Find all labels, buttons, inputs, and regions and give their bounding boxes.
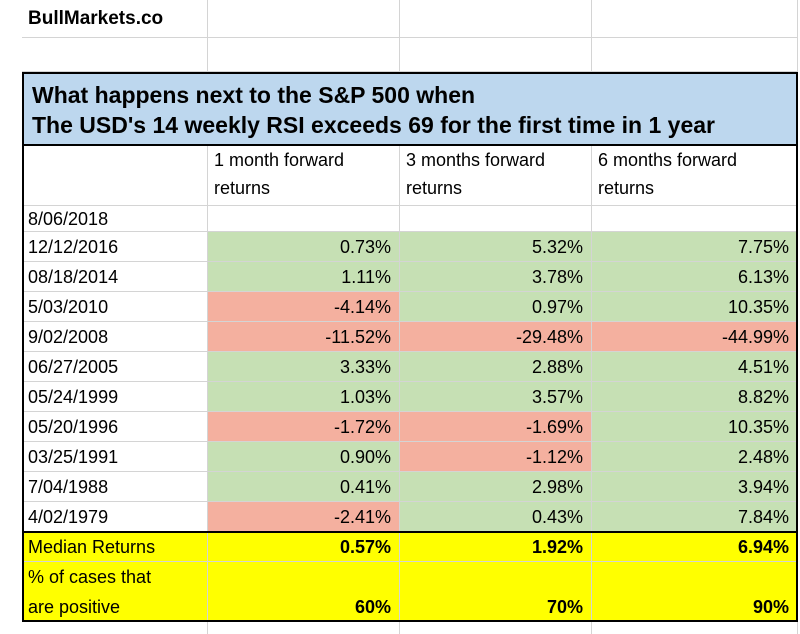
median-divider: [22, 531, 798, 533]
title-line-1: What happens next to the S&P 500 when: [32, 82, 476, 108]
return-6-months[interactable]: 7.75%: [592, 232, 798, 262]
return-1-month[interactable]: -1.72%: [208, 412, 400, 442]
header-3-months-line2: returns: [406, 178, 463, 198]
date-cell[interactable]: 12/12/2016: [22, 232, 208, 262]
return-3-months[interactable]: 3.57%: [400, 382, 592, 412]
date-cell[interactable]: 5/03/2010: [22, 292, 208, 322]
empty-cell[interactable]: [592, 206, 798, 232]
median-3-months[interactable]: 1.92%: [400, 532, 592, 562]
empty-cell[interactable]: [400, 0, 592, 38]
date-cell[interactable]: 06/27/2005: [22, 352, 208, 382]
median-1-month[interactable]: 0.57%: [208, 532, 400, 562]
brand-cell[interactable]: BullMarkets.co: [22, 0, 208, 38]
return-6-months[interactable]: 4.51%: [592, 352, 798, 382]
date-cell-first[interactable]: 8/06/2018: [22, 206, 208, 232]
return-6-months[interactable]: 6.13%: [592, 262, 798, 292]
header-1-month-line2: returns: [214, 178, 271, 198]
header-1-month[interactable]: 1 month forward returns: [208, 146, 400, 206]
return-3-months[interactable]: 0.43%: [400, 502, 592, 532]
empty-cell[interactable]: [208, 206, 400, 232]
return-1-month[interactable]: -11.52%: [208, 322, 400, 352]
date-cell[interactable]: 08/18/2014: [22, 262, 208, 292]
return-6-months[interactable]: 8.82%: [592, 382, 798, 412]
header-1-month-line1: 1 month forward: [214, 150, 345, 170]
median-label[interactable]: Median Returns: [22, 532, 208, 562]
empty-cell[interactable]: [592, 0, 798, 38]
header-6-months[interactable]: 6 months forward returns: [592, 146, 798, 206]
return-6-months[interactable]: 2.48%: [592, 442, 798, 472]
empty-cell[interactable]: [208, 622, 400, 634]
title-banner[interactable]: What happens next to the S&P 500 when Th…: [22, 72, 798, 146]
header-6-months-line1: 6 months forward: [598, 150, 738, 170]
positive-label-line2: are positive: [28, 597, 121, 617]
return-1-month[interactable]: 0.90%: [208, 442, 400, 472]
return-3-months[interactable]: 2.88%: [400, 352, 592, 382]
empty-cell[interactable]: [400, 206, 592, 232]
positive-label[interactable]: % of cases that are positive: [22, 562, 208, 622]
empty-cell[interactable]: [592, 622, 798, 634]
return-3-months[interactable]: -1.69%: [400, 412, 592, 442]
positive-3-months[interactable]: 70%: [400, 562, 592, 622]
return-1-month[interactable]: 3.33%: [208, 352, 400, 382]
return-1-month[interactable]: 0.73%: [208, 232, 400, 262]
date-cell[interactable]: 9/02/2008: [22, 322, 208, 352]
positive-1-month[interactable]: 60%: [208, 562, 400, 622]
header-3-months[interactable]: 3 months forward returns: [400, 146, 592, 206]
empty-cell[interactable]: [400, 38, 592, 72]
empty-cell[interactable]: [592, 38, 798, 72]
date-cell[interactable]: 03/25/1991: [22, 442, 208, 472]
empty-cell[interactable]: [208, 0, 400, 38]
return-3-months[interactable]: -1.12%: [400, 442, 592, 472]
positive-label-line1: % of cases that: [28, 567, 152, 587]
return-3-months[interactable]: 2.98%: [400, 472, 592, 502]
date-cell[interactable]: 05/24/1999: [22, 382, 208, 412]
positive-6-months[interactable]: 90%: [592, 562, 798, 622]
date-cell[interactable]: 05/20/1996: [22, 412, 208, 442]
median-6-months[interactable]: 6.94%: [592, 532, 798, 562]
date-cell[interactable]: 7/04/1988: [22, 472, 208, 502]
return-3-months[interactable]: 3.78%: [400, 262, 592, 292]
empty-cell[interactable]: [400, 622, 592, 634]
return-1-month[interactable]: 0.41%: [208, 472, 400, 502]
title-line-2: The USD's 14 weekly RSI exceeds 69 for t…: [32, 112, 715, 138]
header-6-months-line2: returns: [598, 178, 655, 198]
return-3-months[interactable]: 5.32%: [400, 232, 592, 262]
empty-cell[interactable]: [208, 38, 400, 72]
return-6-months[interactable]: 10.35%: [592, 292, 798, 322]
header-corner[interactable]: [22, 146, 208, 206]
return-6-months[interactable]: 10.35%: [592, 412, 798, 442]
date-cell[interactable]: 4/02/1979: [22, 502, 208, 532]
empty-cell[interactable]: [22, 38, 208, 72]
return-3-months[interactable]: 0.97%: [400, 292, 592, 322]
return-1-month[interactable]: -2.41%: [208, 502, 400, 532]
empty-cell[interactable]: [22, 622, 208, 634]
return-3-months[interactable]: -29.48%: [400, 322, 592, 352]
header-3-months-line1: 3 months forward: [406, 150, 546, 170]
return-6-months[interactable]: -44.99%: [592, 322, 798, 352]
return-1-month[interactable]: -4.14%: [208, 292, 400, 322]
return-6-months[interactable]: 3.94%: [592, 472, 798, 502]
return-1-month[interactable]: 1.11%: [208, 262, 400, 292]
return-1-month[interactable]: 1.03%: [208, 382, 400, 412]
return-6-months[interactable]: 7.84%: [592, 502, 798, 532]
